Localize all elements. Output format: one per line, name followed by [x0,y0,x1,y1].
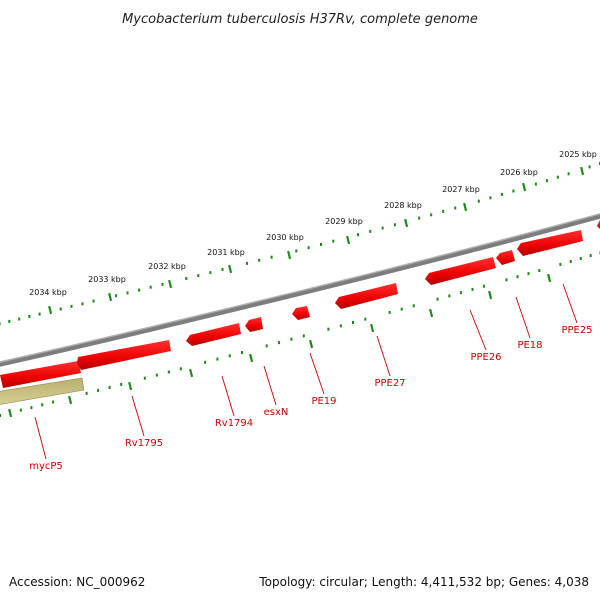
gene-arrow-Rv1794 [186,323,241,346]
gene-arrow-PPE27 [335,283,398,309]
gene-label-PE19: PE19 [311,396,336,407]
scale-label: 2027 kbp [442,185,480,194]
scale-label: 2033 kbp [88,275,126,284]
scale-label: 2025 kbp [559,150,597,159]
gene-arrow-PPE26 [425,257,496,285]
map-title: Mycobacterium tuberculosis H37Rv, comple… [122,12,478,27]
backbone-ring [0,214,600,367]
gene-arrow-PE18 [496,250,515,265]
outer-tick-track [0,161,600,326]
label-leader-line [221,375,235,417]
gene-arrow-Rv1795 [77,340,171,370]
accession-label: Accession: NC_000962 [9,575,145,589]
features-track [0,220,600,405]
label-leader-line [309,352,325,395]
label-leader-line [562,283,578,324]
gene-arrow-mycP5 [0,361,81,388]
gene-label-esxN: esxN [264,407,289,418]
scale-label: 2026 kbp [500,168,538,177]
gene-label-PPE26: PPE26 [470,352,501,363]
inner-tick-track [0,251,600,418]
scale-label: 2031 kbp [207,248,245,257]
gene-arrow-esxN [245,317,263,332]
label-leaders [34,283,578,460]
label-leader-line [469,309,487,351]
label-leader-line [263,365,277,406]
label-leader-line [131,395,145,437]
scale-label: 2029 kbp [325,217,363,226]
label-leader-line [34,416,47,460]
label-leader-line [515,296,531,339]
scale-labels: 2025 kbp 2026 kbp 2027 kbp 2028 kbp 2029 kbp… [29,150,597,297]
scale-label: 2030 kbp [266,233,304,242]
scale-label: 2034 kbp [29,288,67,297]
gene-arrow-PPE25 [517,230,583,256]
gene-arrow-PE19 [292,306,310,320]
genome-summary: Topology: circular; Length: 4,411,532 bp… [258,575,589,589]
scale-label: 2032 kbp [148,262,186,271]
misc-feature-bar [0,377,85,405]
gene-label-Rv1795: Rv1795 [125,438,163,449]
scale-label: 2028 kbp [384,201,422,210]
gene-label-Rv1794: Rv1794 [215,418,253,429]
gene-label-PPE25: PPE25 [561,325,592,336]
gene-label-mycP5: mycP5 [29,461,63,472]
gene-label-PE18: PE18 [517,340,542,351]
gene-arrow-partial [597,220,600,229]
gene-label-PPE27: PPE27 [374,378,405,389]
gene-labels: PPE25 PE18 PPE26 PPE27 PE19 esxN Rv1794 Rv1795 m… [29,325,592,472]
label-leader-line [376,335,391,377]
